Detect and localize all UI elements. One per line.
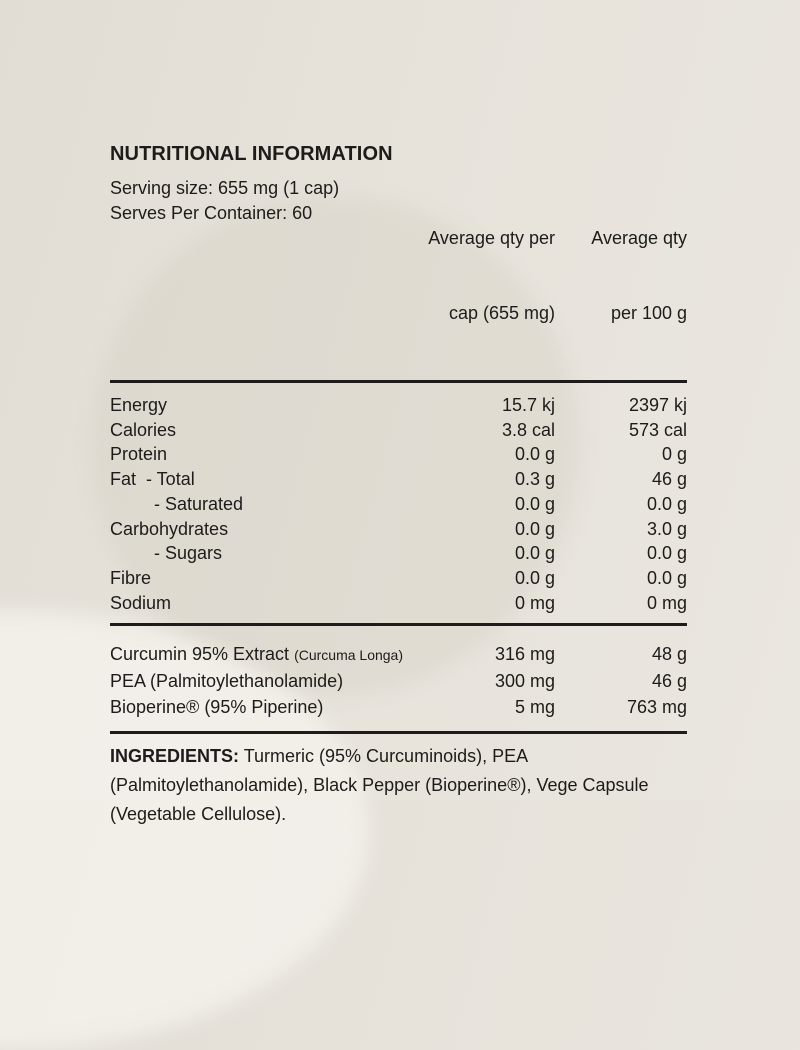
table-row: Energy 15.7 kj 2397 kj [110, 393, 687, 418]
nutrient-name: Fibre [110, 567, 152, 588]
panel-title: NUTRITIONAL INFORMATION [110, 143, 393, 165]
ingredients-line3: (Vegetable Cellulose). [110, 803, 287, 824]
nutrient-per-cap: 0 mg [514, 592, 555, 613]
nutrient-name: Protein [110, 444, 168, 465]
actives-table: Curcumin 95% Extract (Curcuma Longa) 316 … [110, 642, 687, 722]
table-row: Protein 0.0 g 0 g [110, 442, 687, 467]
nutrient-per-cap: 0.0 g [514, 518, 555, 539]
nutrient-per-100g: 46 g [651, 469, 687, 490]
table-row-indented: - Sugars 0.0 g 0.0 g [110, 541, 687, 566]
ingredients-line2: (Palmitoylethanolamide), Black Pepper (B… [110, 774, 649, 795]
active-per-cap: 300 mg [494, 670, 555, 691]
table-row: Calories 3.8 cal 573 cal [110, 418, 687, 443]
table-row: PEA (Palmitoylethanolamide) 300 mg 46 g [110, 669, 687, 696]
active-per-100g: 46 g [651, 670, 687, 691]
nutrient-per-100g: 0 g [661, 444, 687, 465]
serving-size: Serving size: 655 mg (1 cap) [110, 178, 340, 198]
serves-per-container: Serves Per Container: 60 [110, 203, 313, 223]
divider-top [110, 380, 687, 383]
nutrition-panel: NUTRITIONAL INFORMATION Serving size: 65… [110, 0, 687, 829]
nutrient-name: Carbohydrates [110, 518, 229, 539]
active-per-100g: 763 mg [626, 697, 687, 718]
nutrients-table: Energy 15.7 kj 2397 kj Calories 3.8 cal … [110, 393, 687, 615]
ingredients-text: INGREDIENTS: Turmeric (95% Curcuminoids)… [110, 742, 687, 829]
active-name: PEA (Palmitoylethanolamide) [110, 670, 344, 691]
active-name: Curcumin 95% Extract (Curcuma Longa) [110, 644, 403, 665]
nutrient-per-cap: 0.3 g [514, 469, 555, 490]
table-header: Serving size: 655 mg (1 cap) Serves Per … [110, 176, 687, 376]
table-row-indented: - Saturated 0.0 g 0.0 g [110, 492, 687, 517]
active-per-cap: 5 mg [514, 697, 555, 718]
nutrient-per-100g: 0 mg [646, 592, 687, 613]
table-row: Fibre 0.0 g 0.0 g [110, 566, 687, 591]
ingredients-line1: Turmeric (95% Curcuminoids), PEA [243, 745, 529, 766]
active-per-100g: 48 g [651, 644, 687, 665]
nutrient-name: Energy [110, 395, 168, 415]
nutrient-per-100g: 0.0 g [646, 567, 687, 588]
nutrient-per-cap: 0.0 g [514, 493, 555, 514]
nutrient-per-cap: 15.7 kj [501, 395, 555, 415]
active-per-cap: 316 mg [494, 644, 555, 665]
nutrient-per-100g: 2397 kj [628, 395, 687, 415]
nutrient-per-100g: 3.0 g [646, 518, 687, 539]
nutrient-per-cap: 0.0 g [514, 567, 555, 588]
nutrient-name: - Saturated [154, 493, 244, 514]
active-name: Bioperine® (95% Piperine) [110, 697, 324, 718]
table-row: Sodium 0 mg 0 mg [110, 591, 687, 616]
nutrient-per-cap: 0.0 g [514, 444, 555, 465]
nutrient-name: Fat - Total [110, 469, 195, 490]
nutrient-per-100g: 573 cal [628, 419, 687, 440]
ingredients-line: INGREDIENTS: Turmeric (95% Curcuminoids)… [110, 746, 528, 766]
column-header-per-100g: Average qty per 100 g [591, 228, 687, 323]
divider-bottom [110, 730, 687, 734]
serving-info: Serving size: 655 mg (1 cap) Serves Per … [110, 176, 393, 376]
nutrient-name: Calories [110, 419, 177, 440]
nutrient-per-cap: 0.0 g [514, 543, 555, 564]
column-header-per-cap: Average qty per cap (655 mg) [428, 228, 555, 323]
nutrient-name: - Sugars [154, 543, 223, 564]
divider-middle [110, 623, 687, 627]
nutrient-per-cap: 3.8 cal [501, 419, 555, 440]
ingredients-label: INGREDIENTS: [110, 745, 240, 766]
nutrient-per-100g: 0.0 g [646, 493, 687, 514]
table-row: Fat - Total 0.3 g 46 g [110, 467, 687, 492]
active-name-botanical: (Curcuma Longa) [294, 647, 403, 664]
nutrient-name: Sodium [110, 592, 172, 613]
table-row: Curcumin 95% Extract (Curcuma Longa) 316 … [110, 642, 687, 669]
nutrient-per-100g: 0.0 g [646, 543, 687, 564]
table-row: Bioperine® (95% Piperine) 5 mg 763 mg [110, 695, 687, 722]
table-row: Carbohydrates 0.0 g 3.0 g [110, 517, 687, 542]
